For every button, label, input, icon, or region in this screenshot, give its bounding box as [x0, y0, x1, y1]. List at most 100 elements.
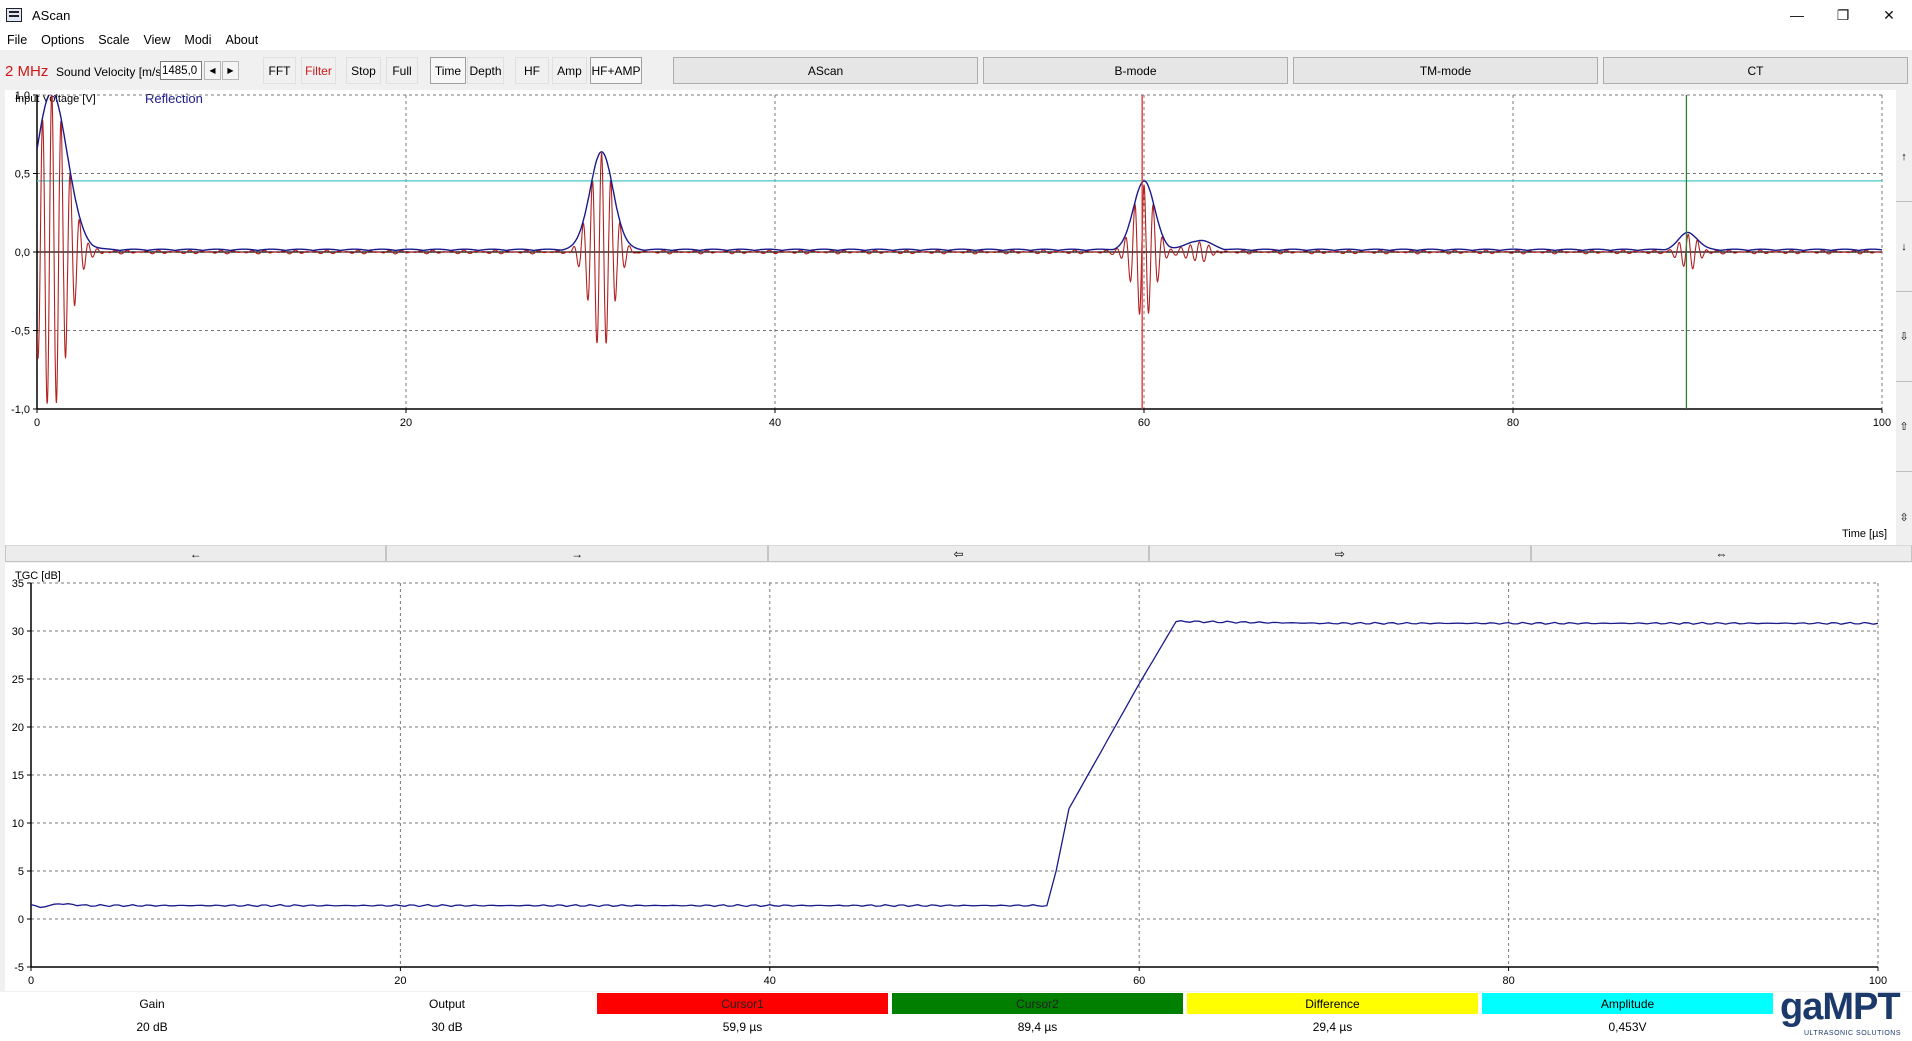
menu-about[interactable]: About: [225, 33, 259, 47]
menu-file[interactable]: File: [7, 33, 28, 47]
toolbar: 2 MHz Sound Velocity [m/s] ◀ ▶ FFT Filte…: [0, 50, 1912, 90]
tgc-tick-label-x: 80: [1502, 975, 1514, 987]
minimize-button[interactable]: —: [1790, 7, 1804, 23]
app-icon: [6, 8, 22, 22]
title-bar: AScan — ❐ ✕: [0, 0, 1912, 30]
hf-button[interactable]: HF: [515, 57, 549, 84]
velocity-increase-icon[interactable]: ▶: [222, 61, 239, 80]
menu-modi[interactable]: Modi: [184, 33, 212, 47]
tgc-tick-label-x: 0: [28, 975, 34, 987]
menu-options[interactable]: Options: [41, 33, 85, 47]
zoom-vertical-icon[interactable]: ⇳: [1899, 511, 1909, 524]
filter-button[interactable]: Filter: [301, 57, 336, 84]
ascan-tick-label-y: -1,0: [11, 404, 30, 416]
pan-left-icon[interactable]: ←: [5, 545, 387, 562]
menu-bar: File Options Scale View Modi About: [0, 30, 1912, 50]
tgc-tick-label-x: 60: [1133, 975, 1145, 987]
ascan-tick-label-y: 0,0: [15, 247, 30, 259]
scale-down-icon[interactable]: ↓: [1896, 202, 1912, 292]
tgc-tick-label-y: 35: [12, 578, 24, 590]
restore-button[interactable]: ❐: [1836, 6, 1850, 23]
ascan-tick-label-x: 100: [1873, 417, 1891, 429]
mode-bmode-button[interactable]: B-mode: [983, 57, 1288, 84]
velocity-decrease-icon[interactable]: ◀: [204, 61, 221, 80]
ascan-tick-label-x: 60: [1138, 417, 1150, 429]
sound-velocity-label: Sound Velocity [m/s]: [56, 65, 165, 79]
cursor1-label: Cursor1: [597, 993, 888, 1014]
depth-button[interactable]: Depth: [467, 57, 504, 84]
time-button[interactable]: Time: [430, 57, 466, 84]
ascan-xlabel: Time [µs]: [1842, 528, 1887, 540]
window-title: AScan: [32, 7, 71, 23]
scale-up-icon[interactable]: ↑: [1896, 112, 1912, 202]
stop-button[interactable]: Stop: [346, 57, 381, 84]
tgc-plot[interactable]: TGC [dB] 0 20 40 60 80 100 35 30 25 20 15 10 5 0 -5: [5, 563, 1912, 991]
tgc-tick-label-x: 40: [764, 975, 776, 987]
ascan-envelope-signal: [37, 95, 1882, 252]
amplitude-label: Amplitude: [1482, 993, 1773, 1014]
amp-button[interactable]: Amp: [552, 57, 587, 84]
shift-up-icon[interactable]: ⇧: [1896, 382, 1912, 472]
frequency-label: 2 MHz: [5, 63, 49, 80]
ascan-chart[interactable]: Input Voltage [V] Reflection Time [µs] 0…: [5, 90, 1896, 545]
tgc-tick-label-y: 20: [12, 722, 24, 734]
ascan-hf-signal: [37, 95, 1882, 404]
ascan-ylabel: Input Voltage [V]: [15, 93, 96, 105]
menu-view[interactable]: View: [143, 33, 171, 47]
sound-velocity-input[interactable]: [160, 61, 202, 80]
tgc-tick-label-y: -5: [14, 962, 24, 974]
full-button[interactable]: Full: [386, 57, 418, 84]
ascan-legend-reflection: Reflection: [145, 91, 203, 106]
tgc-curve: [30, 620, 1879, 909]
output-label: Output: [428, 996, 466, 1011]
difference-label: Difference: [1187, 993, 1478, 1014]
cursor2-label: Cursor2: [892, 993, 1183, 1014]
tgc-tick-label-y: 10: [12, 818, 24, 830]
gampt-logo: gaMPT ULTRASONIC SOLUTIONS: [1778, 986, 1908, 1038]
amplitude-value: 0,453V: [1608, 1020, 1647, 1034]
ascan-tick-label-y: 0,5: [15, 169, 30, 181]
tgc-tick-label-y: 25: [12, 674, 24, 686]
shift-down-icon[interactable]: ⇩: [1896, 292, 1912, 382]
scale-strip: ↑ ↓ ⇩ ⇧ ⇳: [1896, 112, 1912, 552]
gain-value: 20 dB: [136, 1020, 168, 1034]
window-controls: — ❐ ✕: [1774, 0, 1912, 30]
status-panel: Gain 20 dB Output 30 dB Cursor1 59,9 µs …: [0, 986, 1912, 1041]
shift-right-icon[interactable]: ⇨: [1149, 545, 1531, 562]
output-value: 30 dB: [431, 1020, 463, 1034]
tgc-tick-label-x: 20: [394, 975, 406, 987]
tgc-tick-label-y: 15: [12, 770, 24, 782]
logo-text: gaMPT: [1780, 986, 1901, 1028]
fft-button[interactable]: FFT: [263, 57, 296, 84]
ascan-tick-label-y: -0,5: [11, 326, 30, 338]
tgc-tick-label-y: 30: [12, 626, 24, 638]
ascan-tick-label-x: 80: [1507, 417, 1519, 429]
ascan-series-group: [37, 95, 1882, 409]
close-button[interactable]: ✕: [1883, 6, 1895, 23]
logo-subtext: ULTRASONIC SOLUTIONS: [1804, 1030, 1901, 1037]
ascan-tick-label-x: 20: [400, 417, 412, 429]
ascan-tick-label-x: 40: [769, 417, 781, 429]
ascan-tick-label-y: 1,0: [15, 90, 30, 102]
cursor1-value: 59,9 µs: [722, 1020, 763, 1034]
mode-ct-button[interactable]: CT: [1603, 57, 1908, 84]
difference-value: 29,4 µs: [1312, 1020, 1353, 1034]
hf-amp-button[interactable]: HF+AMP: [590, 57, 642, 84]
ascan-tick-label-x: 0: [34, 417, 40, 429]
pan-right-icon[interactable]: →: [386, 545, 768, 562]
tgc-tick-label-y: 0: [18, 914, 24, 926]
tgc-tick-label-x: 100: [1869, 975, 1887, 987]
cursor2-value: 89,4 µs: [1017, 1020, 1058, 1034]
tgc-ylabel: TGC [dB]: [15, 570, 61, 582]
gain-label: Gain: [139, 996, 165, 1011]
zoom-horizontal-icon[interactable]: ⇔: [1530, 545, 1912, 562]
menu-scale[interactable]: Scale: [98, 33, 130, 47]
tgc-chart[interactable]: TGC [dB] 0 20 40 60 80 100 35 30 25 20 15 10 5 0 -5: [5, 563, 1912, 991]
ascan-plot[interactable]: Input Voltage [V] Reflection Time [µs] 0…: [5, 90, 1896, 545]
shift-left-icon[interactable]: ⇦: [767, 545, 1150, 562]
mode-ascan-button[interactable]: AScan: [673, 57, 978, 84]
time-navigation-bar: ← → ⇦ ⇨ ⇔: [5, 545, 1912, 562]
tgc-tick-label-y: 5: [18, 866, 24, 878]
mode-tmmode-button[interactable]: TM-mode: [1293, 57, 1598, 84]
